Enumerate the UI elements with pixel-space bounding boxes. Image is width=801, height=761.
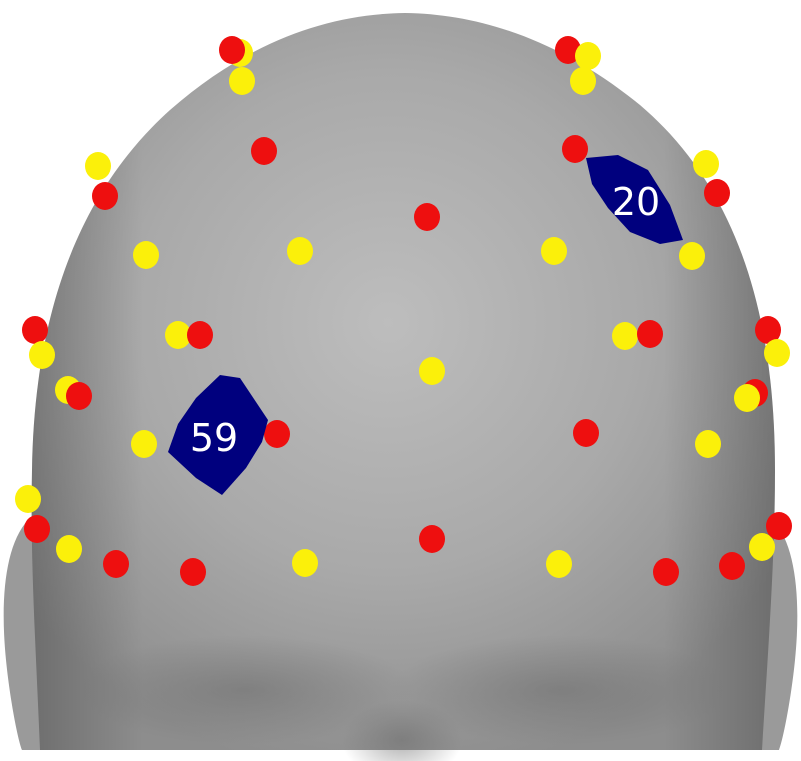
patch-59: 59 — [168, 375, 268, 495]
yellow-marker-30 — [419, 357, 445, 385]
yellow-marker-6 — [570, 67, 596, 95]
patch-59-label: 59 — [190, 416, 238, 460]
yellow-marker-21 — [612, 322, 638, 350]
red-marker-23 — [755, 316, 781, 344]
red-marker-13 — [414, 203, 440, 231]
red-marker-33 — [573, 419, 599, 447]
red-marker-2 — [219, 36, 245, 64]
patch-59-shape — [168, 375, 268, 495]
red-marker-8 — [562, 135, 588, 163]
yellow-marker-3 — [229, 67, 255, 95]
yellow-marker-5 — [575, 42, 601, 70]
left-brow-shadow — [75, 635, 415, 745]
patch-20-label: 20 — [612, 180, 660, 224]
yellow-marker-35 — [15, 485, 41, 513]
red-marker-27 — [66, 382, 92, 410]
red-marker-7 — [251, 137, 277, 165]
yellow-marker-9 — [85, 152, 111, 180]
yellow-marker-45 — [749, 533, 775, 561]
yellow-marker-15 — [287, 237, 313, 265]
red-marker-36 — [24, 515, 50, 543]
red-marker-18 — [22, 316, 48, 344]
red-marker-46 — [766, 512, 792, 540]
head-side-shading — [31, 13, 776, 750]
red-marker-4 — [555, 36, 581, 64]
red-marker-10 — [92, 182, 118, 210]
red-marker-44 — [719, 552, 745, 580]
red-marker-12 — [704, 179, 730, 207]
yellow-marker-40 — [292, 549, 318, 577]
glabella-shadow — [342, 700, 462, 761]
yellow-marker-17 — [679, 242, 705, 270]
yellow-marker-37 — [56, 535, 82, 563]
yellow-marker-16 — [541, 237, 567, 265]
red-marker-43 — [653, 558, 679, 586]
yellow-marker-24 — [29, 341, 55, 369]
red-marker-32 — [264, 420, 290, 448]
yellow-marker-34 — [695, 430, 721, 458]
red-marker-39 — [180, 558, 206, 586]
patch-20-shape — [586, 155, 683, 244]
yellow-marker-11 — [693, 150, 719, 178]
yellow-marker-42 — [546, 550, 572, 578]
red-marker-22 — [637, 320, 663, 348]
yellow-marker-19 — [165, 321, 191, 349]
red-marker-20 — [187, 321, 213, 349]
patch-20: 20 — [586, 155, 683, 244]
yellow-marker-31 — [131, 430, 157, 458]
yellow-marker-29 — [734, 384, 760, 412]
red-marker-41 — [419, 525, 445, 553]
electrode-markers — [15, 36, 792, 586]
right-brow-shadow — [390, 635, 730, 745]
yellow-marker-25 — [764, 339, 790, 367]
yellow-marker-14 — [133, 241, 159, 269]
red-marker-38 — [103, 550, 129, 578]
